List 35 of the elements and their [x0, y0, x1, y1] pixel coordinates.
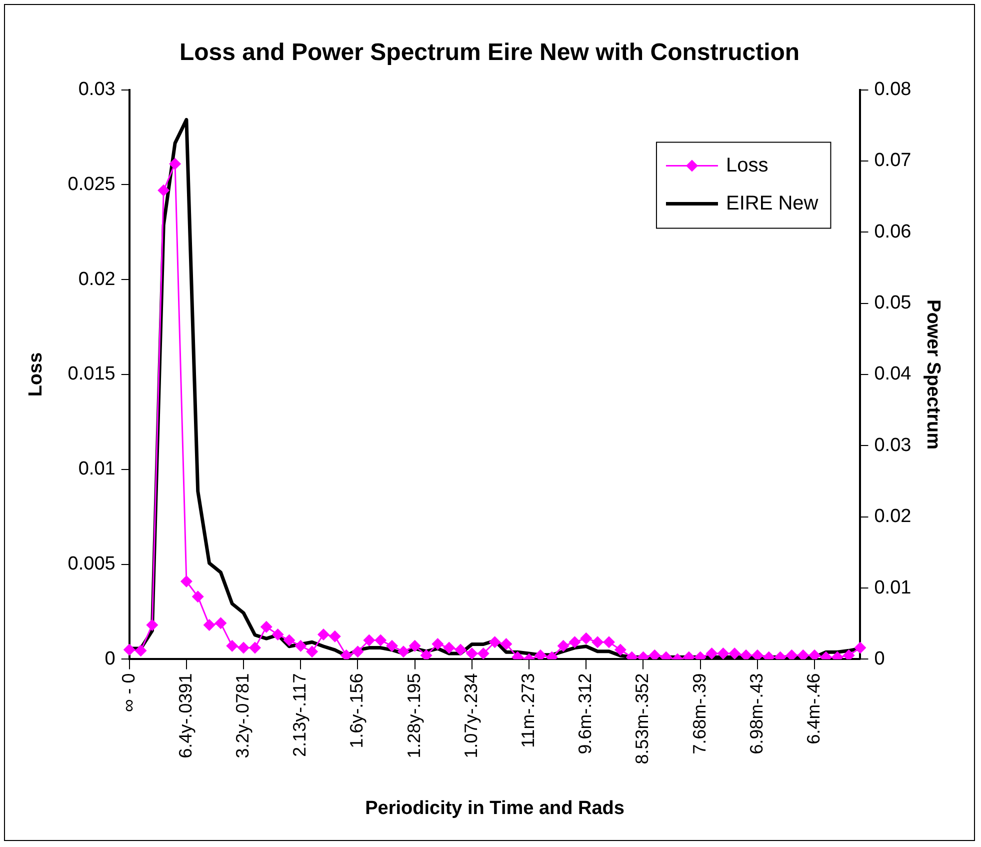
x-tick-label: 1.07y-.234: [460, 673, 481, 758]
x-tick-label: 3.2y-.0781: [232, 673, 253, 758]
x-tick-label: 6.98m-.43: [746, 673, 766, 754]
y2-tick-label: 0.05: [874, 292, 912, 314]
y2-axis-title: Power Spectrum: [922, 300, 944, 450]
y2-tick-label: 0.08: [874, 79, 912, 100]
y2-tick-label: 0.03: [874, 434, 912, 456]
y-tick-label: 0.02: [78, 268, 116, 290]
legend-label: Loss: [726, 154, 768, 176]
chart-title: Loss and Power Spectrum Eire New with Construction: [179, 39, 800, 66]
y-axis-title: Loss: [26, 352, 47, 397]
y-tick-label: 0.03: [78, 79, 116, 100]
y-tick-label: 0.025: [68, 174, 116, 195]
x-tick-label: 11m-.273: [518, 673, 538, 748]
x-tick-label: 6.4y-.0391: [175, 673, 196, 758]
legend-label: EIRE New: [726, 192, 819, 214]
x-tick-label: 1.28y-.195: [404, 673, 424, 758]
x-tick-label: 8.53m-.352: [632, 673, 652, 764]
x-tick-label: 7.68m-.39: [689, 673, 710, 754]
y2-tick-label: 0.02: [874, 506, 912, 528]
y2-tick-label: 0.01: [874, 577, 912, 598]
x-tick-label: ∞ - 0: [118, 673, 138, 712]
y-tick-label: 0.015: [68, 364, 116, 385]
x-tick-label: 9.6m-.312: [575, 673, 596, 754]
x-tick-label: 2.13y-.117: [290, 673, 310, 757]
x-axis-title: Periodicity in Time and Rads: [365, 798, 624, 819]
y-tick-label: 0.01: [78, 458, 116, 480]
y2-tick-label: 0.04: [874, 364, 912, 385]
x-tick-label: 6.4m-.46: [804, 673, 824, 744]
y2-tick-label: 0.07: [874, 150, 912, 172]
y-tick-label: 0: [104, 648, 116, 670]
y2-tick-label: 0: [874, 648, 885, 670]
y2-tick-label: 0.06: [874, 221, 912, 242]
y-tick-label: 0.005: [68, 554, 116, 575]
x-tick-label: 1.6y-.156: [346, 673, 367, 748]
